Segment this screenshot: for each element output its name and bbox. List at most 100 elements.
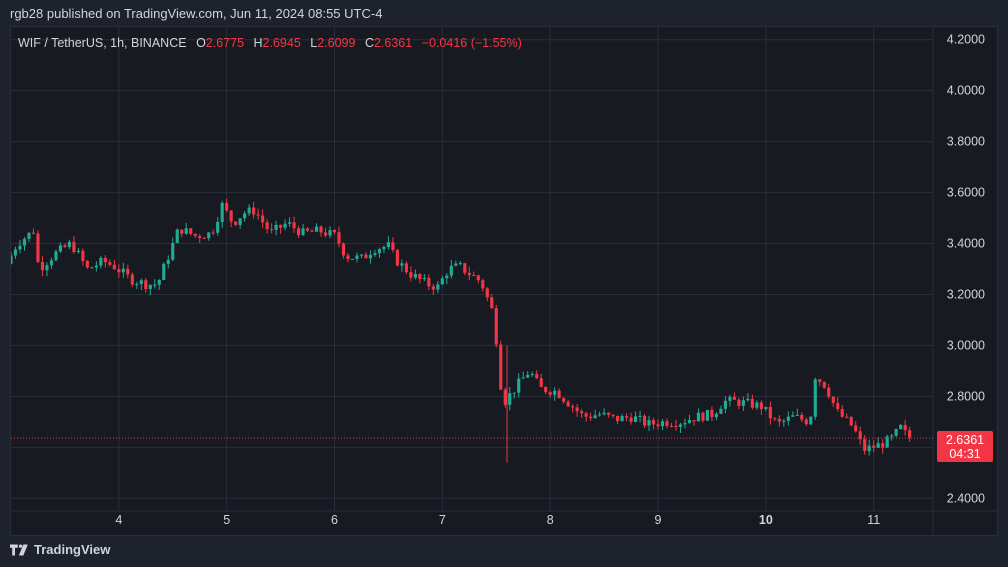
candle-body [481,280,485,289]
low-label: L [310,36,318,50]
candle-body [562,398,566,402]
candle-body [845,416,849,418]
close-label: C [364,36,374,50]
candle-body [395,250,399,266]
candle-body [638,415,642,417]
candle-body [449,265,453,276]
candle-body [557,390,561,399]
candle-body [669,426,674,428]
candle-body [660,421,665,427]
candle-body [440,278,444,285]
candle-body [494,308,498,345]
y-tick-label: 4.0000 [947,84,985,98]
candle-body [193,233,197,237]
y-tick-label: 3.6000 [947,186,985,200]
candle-body [723,400,727,409]
y-tick-label: 3.8000 [947,135,985,149]
candle-body [732,396,736,400]
open-label: O [196,36,206,50]
candle-body [809,416,813,425]
candle-body [368,254,373,259]
candle-body [364,254,368,259]
candle-body [130,274,134,285]
candle-body [517,378,521,393]
y-tick-label: 4.2000 [947,33,985,47]
candle-body [633,416,638,422]
candle-body [764,406,768,410]
candle-body [296,228,301,236]
candle-body [382,247,386,250]
candle-body [67,241,71,248]
candle-body [171,242,175,260]
candle-body [741,400,745,406]
candlestick-chart[interactable]: 4.2000 4.0000 3.8000 3.6000 3.4000 3.2000 3.00… [11,27,999,537]
symbol-name[interactable]: WIF / TetherUS, 1h, BINANCE [18,36,187,50]
candle-body [584,413,588,417]
tradingview-brand-label: TradingView [34,542,111,557]
candle-body [836,403,840,410]
candle-body [270,229,274,231]
candle-body [292,222,296,229]
candle-body [90,267,94,269]
candle-body [831,396,835,404]
candle-body [872,445,876,448]
y-tick-label: 2.4000 [947,491,985,505]
chart-frame[interactable]: 4.2000 4.0000 3.8000 3.6000 3.4000 3.2000 3.00… [10,26,999,537]
candle-body [247,207,251,214]
candle-body [629,417,633,422]
candle-body [467,272,471,276]
candle-body [216,221,220,233]
high-label: H [253,36,263,50]
symbol-legend: WIF / TetherUS, 1h, BINANCE O2.6775 H 2.6… [18,36,522,50]
candle-body [791,415,795,417]
candle-body [728,396,732,401]
candle-body [746,398,750,401]
open-value: 2.6775 [205,36,245,50]
candle-body [490,297,494,309]
tradingview-logo-icon [10,543,28,556]
low-value: 2.6099 [317,36,356,50]
candle-body [103,257,107,263]
y-tick-label: 3.4000 [947,237,985,251]
candle-body [207,232,211,239]
candle-body [719,408,723,414]
x-tick-label: 11 [867,513,880,527]
candle-body [261,215,265,223]
candle-body [328,230,332,236]
candle-body [485,288,489,298]
bar-countdown: 04:31 [949,447,981,461]
candle-body [283,223,287,228]
candle-body [279,224,283,228]
candle-body [288,222,292,224]
candle-body [674,426,678,428]
candle-body [611,414,615,416]
candle-body [238,218,242,225]
candle-body [737,399,741,406]
candle-body [503,389,507,405]
candle-body [616,415,620,422]
x-tick-label: 4 [115,513,122,527]
candle-body [539,378,543,388]
candle-body [472,275,476,277]
candle-body [243,213,247,219]
candle-body [63,245,67,248]
candle-body [710,409,714,418]
candle-body [593,415,597,419]
candle-body [54,251,58,261]
candle-body [126,268,130,275]
candle-body [36,233,40,263]
candle-body [373,253,377,255]
candle-body [908,430,912,438]
x-axis: 4 5 6 7 8 9 10 11 [115,513,880,527]
candle-body [422,277,426,279]
candle-body [589,416,593,419]
candle-body [499,344,503,390]
change-value: −0.0416 (−1.55%) [421,36,522,50]
candle-body [800,414,804,420]
candle-body [81,250,85,261]
candle-body [117,269,121,273]
candle-body [31,232,36,234]
candle-body [692,420,696,422]
footer-brand[interactable]: TradingView [10,542,110,557]
candle-body [665,421,669,427]
